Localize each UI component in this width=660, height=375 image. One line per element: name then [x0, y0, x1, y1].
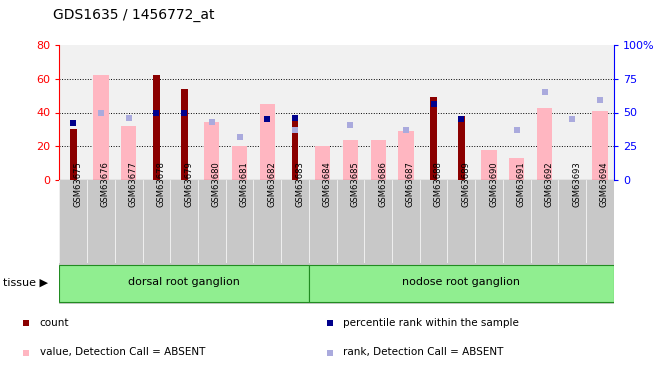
Bar [309, 265, 614, 302]
Bar [447, 45, 475, 180]
Bar [458, 116, 465, 180]
Bar [337, 45, 364, 180]
Bar [475, 180, 503, 262]
Bar [420, 180, 447, 262]
Bar [204, 122, 220, 180]
Text: GSM63682: GSM63682 [267, 161, 277, 207]
Text: dorsal root ganglion: dorsal root ganglion [128, 277, 240, 287]
Bar [475, 45, 503, 180]
Bar [143, 45, 170, 180]
Text: GSM63686: GSM63686 [378, 161, 387, 207]
Text: GSM63691: GSM63691 [517, 161, 526, 207]
Bar [87, 45, 115, 180]
Text: GSM63692: GSM63692 [544, 161, 554, 207]
Text: rank, Detection Call = ABSENT: rank, Detection Call = ABSENT [343, 348, 504, 357]
Bar [226, 45, 253, 180]
Bar [586, 180, 614, 262]
Bar [170, 45, 198, 180]
Bar [430, 98, 437, 180]
Bar [115, 45, 143, 180]
Bar [586, 45, 614, 180]
Bar [531, 180, 558, 262]
Bar [59, 265, 309, 302]
Bar [93, 75, 109, 180]
Bar [370, 140, 386, 180]
Bar [170, 180, 198, 262]
Text: GSM63685: GSM63685 [350, 161, 360, 207]
Text: GSM63679: GSM63679 [184, 161, 193, 207]
Bar [558, 45, 586, 180]
Bar [232, 146, 248, 180]
Bar [253, 45, 281, 180]
Text: GSM63688: GSM63688 [434, 161, 443, 207]
Bar [309, 45, 337, 180]
Text: nodose root ganglion: nodose root ganglion [403, 277, 520, 287]
Bar [392, 180, 420, 262]
Text: value, Detection Call = ABSENT: value, Detection Call = ABSENT [40, 348, 205, 357]
Bar [59, 45, 87, 180]
Bar [337, 180, 364, 262]
Text: GSM63677: GSM63677 [129, 161, 138, 207]
Text: GSM63676: GSM63676 [101, 161, 110, 207]
Bar [115, 180, 143, 262]
Text: GSM63683: GSM63683 [295, 161, 304, 207]
Bar [592, 111, 608, 180]
Bar [364, 180, 392, 262]
Bar [503, 45, 531, 180]
Text: GSM63690: GSM63690 [489, 161, 498, 207]
Text: percentile rank within the sample: percentile rank within the sample [343, 318, 519, 327]
Bar [309, 180, 337, 262]
Bar [198, 180, 226, 262]
Text: GSM63678: GSM63678 [156, 161, 166, 207]
Bar [153, 75, 160, 180]
Bar [70, 129, 77, 180]
Bar [315, 146, 331, 180]
Text: count: count [40, 318, 69, 327]
Bar [558, 180, 586, 262]
Text: GSM63675: GSM63675 [73, 161, 82, 207]
Bar [143, 180, 170, 262]
Text: GSM63693: GSM63693 [572, 161, 581, 207]
Bar [198, 45, 226, 180]
Bar [87, 180, 115, 262]
Bar [59, 180, 87, 262]
Bar [364, 45, 392, 180]
Bar [531, 45, 558, 180]
Bar [181, 89, 187, 180]
Text: GSM63687: GSM63687 [406, 161, 415, 207]
Text: GDS1635 / 1456772_at: GDS1635 / 1456772_at [53, 9, 214, 22]
Bar [226, 180, 253, 262]
Text: GSM63694: GSM63694 [600, 161, 609, 207]
Bar [509, 158, 525, 180]
Bar [420, 45, 447, 180]
Bar [447, 180, 475, 262]
Bar [121, 126, 137, 180]
Text: GSM63684: GSM63684 [323, 161, 332, 207]
Bar [343, 140, 358, 180]
Bar [481, 150, 497, 180]
Bar [259, 104, 275, 180]
Bar [292, 119, 298, 180]
Bar [503, 180, 531, 262]
Text: GSM63680: GSM63680 [212, 161, 221, 207]
Bar [281, 45, 309, 180]
Bar [253, 180, 281, 262]
Text: GSM63689: GSM63689 [461, 161, 471, 207]
Bar [392, 45, 420, 180]
Bar [398, 131, 414, 180]
Text: tissue ▶: tissue ▶ [3, 278, 48, 288]
Bar [537, 108, 552, 180]
Text: GSM63681: GSM63681 [240, 161, 249, 207]
Bar [281, 180, 309, 262]
